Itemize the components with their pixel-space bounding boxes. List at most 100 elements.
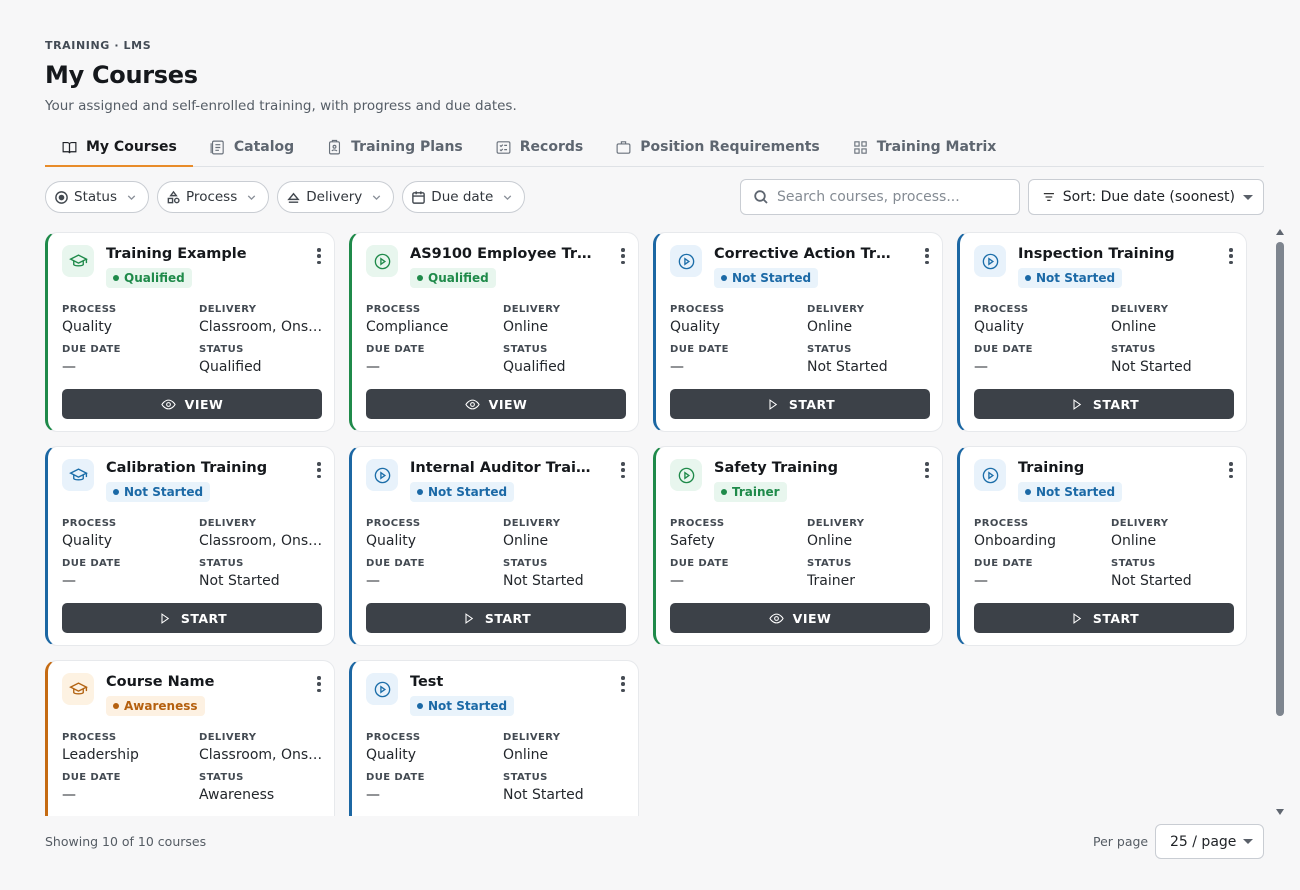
per-page-value: 25 / page bbox=[1170, 833, 1237, 850]
button-label: START bbox=[484, 610, 532, 626]
sort-dropdown[interactable]: Sort: Due date (soonest) bbox=[1028, 179, 1264, 215]
start-button[interactable]: START bbox=[366, 603, 626, 633]
tab-my-courses[interactable]: My Courses bbox=[45, 128, 193, 167]
due-date-filter-label: Due date bbox=[431, 189, 494, 205]
delivery-field: DELIVERY Online bbox=[503, 518, 628, 550]
view-button[interactable]: VIEW bbox=[670, 603, 930, 633]
play-icon bbox=[161, 612, 170, 624]
tab-label: Training Plans bbox=[351, 139, 463, 155]
tab-training-matrix[interactable]: Training Matrix bbox=[836, 128, 1013, 166]
view-button[interactable]: VIEW bbox=[366, 389, 626, 419]
course-meta: PROCESS Leadership DELIVERY Classroom, Onsi… bbox=[62, 732, 324, 804]
more-options-icon[interactable] bbox=[924, 462, 930, 478]
due-date-label: DUE DATE bbox=[366, 344, 425, 355]
start-button[interactable]: START bbox=[974, 603, 1234, 633]
start-button[interactable]: START bbox=[974, 389, 1234, 419]
delivery-label: DELIVERY bbox=[807, 304, 865, 315]
tab-training-plans[interactable]: Training Plans bbox=[310, 128, 479, 166]
page-subtitle: Your assigned and self-enrolled training… bbox=[45, 98, 517, 114]
more-options-icon[interactable] bbox=[1228, 248, 1234, 264]
course-card[interactable]: Calibration Training Not Started PROCESS Qu… bbox=[45, 446, 335, 646]
process-field: PROCESS Quality bbox=[366, 732, 503, 764]
due-date-label: DUE DATE bbox=[974, 344, 1033, 355]
delivery-filter[interactable]: Delivery bbox=[277, 181, 395, 213]
delivery-value: Classroom, Onsite bbox=[199, 319, 324, 335]
shapes-icon bbox=[167, 190, 180, 203]
course-meta: PROCESS Quality DELIVERY Online DUE DATE — STA… bbox=[670, 304, 928, 376]
course-card[interactable]: Corrective Action Training Not Started PRO… bbox=[653, 232, 943, 432]
play-circle-icon bbox=[974, 245, 1006, 277]
due-date-label: DUE DATE bbox=[62, 558, 121, 569]
more-options-icon[interactable] bbox=[620, 676, 626, 692]
course-meta: PROCESS Quality DELIVERY Online DUE DATE — STA… bbox=[366, 732, 624, 804]
card-heading: Safety Training Trainer bbox=[714, 458, 898, 510]
course-title: Internal Auditor Training bbox=[410, 460, 594, 476]
graduation-cap-icon bbox=[62, 673, 94, 705]
status-filter[interactable]: Status bbox=[45, 181, 150, 213]
course-card[interactable]: Test Not Started PROCESS Quality DELIVERY Onl… bbox=[349, 660, 639, 816]
process-label: PROCESS bbox=[974, 304, 1029, 315]
due-date-value: — bbox=[366, 787, 380, 803]
tab-label: Catalog bbox=[233, 139, 295, 155]
delivery-field: DELIVERY Online bbox=[503, 732, 628, 764]
course-meta: PROCESS Quality DELIVERY Online DUE DATE — STA… bbox=[974, 304, 1232, 376]
course-meta: PROCESS Quality DELIVERY Classroom, Onsite D… bbox=[62, 304, 324, 376]
more-options-icon[interactable] bbox=[316, 248, 322, 264]
scroll-up-arrow-icon[interactable] bbox=[1276, 229, 1284, 235]
more-options-icon[interactable] bbox=[316, 462, 322, 478]
tab-catalog[interactable]: Catalog bbox=[193, 128, 310, 166]
start-button[interactable]: START bbox=[62, 603, 322, 633]
search-input[interactable] bbox=[777, 189, 997, 205]
due-date-filter[interactable]: Due date bbox=[402, 181, 526, 213]
process-label: PROCESS bbox=[366, 732, 421, 743]
process-value: Safety bbox=[670, 533, 715, 549]
course-card[interactable]: AS9100 Employee Training Qualified PROCESS… bbox=[349, 232, 639, 432]
more-options-icon[interactable] bbox=[620, 248, 626, 264]
eye-icon bbox=[768, 613, 784, 623]
course-card[interactable]: Course Name Awareness PROCESS Leadership DEL… bbox=[45, 660, 335, 816]
status-label: STATUS bbox=[199, 344, 244, 355]
records-icon bbox=[496, 140, 511, 154]
per-page-select[interactable]: 25 / page bbox=[1155, 824, 1264, 859]
scrollbar-thumb[interactable] bbox=[1276, 242, 1284, 716]
play-circle-icon bbox=[366, 245, 398, 277]
more-options-icon[interactable] bbox=[316, 676, 322, 692]
more-options-icon[interactable] bbox=[1228, 462, 1234, 478]
delivery-label: DELIVERY bbox=[503, 304, 561, 315]
card-heading: Course Name Awareness bbox=[106, 672, 290, 724]
play-icon bbox=[1073, 612, 1082, 624]
due-date-value: — bbox=[366, 573, 380, 589]
course-card[interactable]: Safety Training Trainer PROCESS Safety DELIV… bbox=[653, 446, 943, 646]
scrollbar[interactable] bbox=[1275, 228, 1285, 816]
process-field: PROCESS Quality bbox=[974, 304, 1111, 336]
status-field: STATUS Qualified bbox=[503, 344, 628, 376]
course-card[interactable]: Training Example Qualified PROCESS Quality D… bbox=[45, 232, 335, 432]
card-heading: Calibration Training Not Started bbox=[106, 458, 290, 510]
status-badge: Not Started bbox=[714, 268, 819, 288]
view-button[interactable]: VIEW bbox=[62, 389, 322, 419]
due-date-field: DUE DATE — bbox=[366, 558, 503, 590]
card-header: Corrective Action Training Not Started bbox=[670, 244, 928, 296]
scroll-down-arrow-icon[interactable] bbox=[1276, 809, 1284, 815]
due-date-label: DUE DATE bbox=[974, 558, 1033, 569]
due-date-label: DUE DATE bbox=[366, 772, 425, 783]
process-filter[interactable]: Process bbox=[157, 181, 270, 213]
course-card[interactable]: Inspection Training Not Started PROCESS Qua… bbox=[957, 232, 1247, 432]
tab-position-requirements[interactable]: Position Requirements bbox=[599, 128, 836, 166]
more-options-icon[interactable] bbox=[924, 248, 930, 264]
card-heading: Internal Auditor Training Not Started bbox=[410, 458, 594, 510]
start-button[interactable]: START bbox=[670, 389, 930, 419]
breadcrumb: TRAINING · LMS bbox=[45, 39, 152, 52]
course-card[interactable]: Training Not Started PROCESS Onboarding DELI… bbox=[957, 446, 1247, 646]
due-date-label: DUE DATE bbox=[670, 558, 729, 569]
delivery-field: DELIVERY Online bbox=[1111, 518, 1236, 550]
button-label: VIEW bbox=[488, 396, 528, 412]
delivery-value: Online bbox=[1111, 319, 1157, 335]
delivery-value: Classroom, Onsite bbox=[199, 747, 324, 763]
course-card[interactable]: Internal Auditor Training Not Started PROC… bbox=[349, 446, 639, 646]
more-options-icon[interactable] bbox=[620, 462, 626, 478]
due-date-field: DUE DATE — bbox=[62, 344, 199, 376]
delivery-value: Online bbox=[503, 533, 549, 549]
tab-records[interactable]: Records bbox=[479, 128, 599, 166]
button-label: START bbox=[180, 610, 228, 626]
